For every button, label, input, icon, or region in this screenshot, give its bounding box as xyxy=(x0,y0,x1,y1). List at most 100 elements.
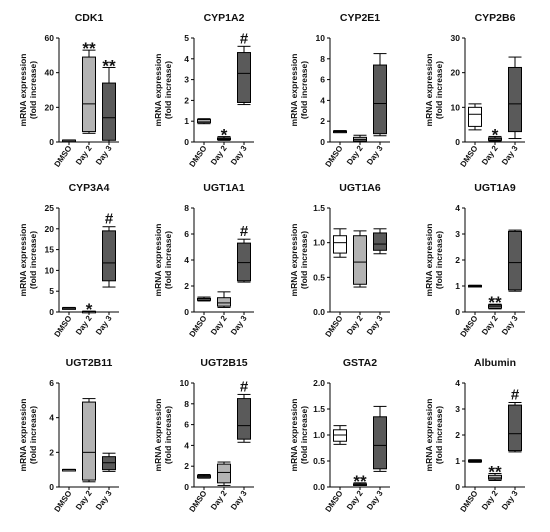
y-tick-label: 2 xyxy=(455,430,460,440)
y-tick-label: 5 xyxy=(49,286,54,296)
y-axis-label: mRNA expression xyxy=(424,224,434,297)
y-axis-label: mRNA expression xyxy=(424,399,434,472)
y-tick-label: 0.0 xyxy=(313,307,325,317)
chart-ugt1a6: UGT1A6 mRNA expression (fold increase) 0.0 0… xyxy=(289,182,390,339)
x-tick-label: Day 3 xyxy=(500,144,520,167)
y-axis-label: mRNA expression xyxy=(289,54,299,127)
significance-mark: # xyxy=(240,378,249,395)
y-axis-label: (fold increase) xyxy=(434,406,444,464)
x-tick-label: DMSO xyxy=(459,314,480,339)
x-tick-label: DMSO xyxy=(188,489,209,514)
chart-title: UGT2B11 xyxy=(66,357,113,369)
y-tick-label: 0 xyxy=(455,307,460,317)
y-tick-label: 1.0 xyxy=(313,238,325,248)
chart-title: CYP2E1 xyxy=(340,12,380,24)
significance-mark: # xyxy=(511,387,520,404)
y-tick-label: 6 xyxy=(49,378,54,388)
y-axis-label: mRNA expression xyxy=(18,54,28,127)
chart-title: UGT2B15 xyxy=(200,357,247,369)
y-axis-label: mRNA expression xyxy=(289,399,299,472)
y-tick-label: 0 xyxy=(455,482,460,492)
x-tick-label: Day 2 xyxy=(345,314,365,337)
y-tick-label: 4 xyxy=(455,378,460,388)
chart-cyp1a2: CYP1A2 mRNA expression (fold increase) 0 1 2 3… xyxy=(153,12,254,169)
chart-cdk1: CDK1 mRNA expression (fold increase) 0 20 40 6… xyxy=(18,12,119,169)
y-tick-label: 0.5 xyxy=(313,272,325,282)
y-tick-label: 3 xyxy=(184,75,189,85)
y-tick-label: 0.5 xyxy=(313,456,325,466)
y-tick-label: 8 xyxy=(184,203,189,213)
y-tick-label: 3 xyxy=(455,229,460,239)
box xyxy=(82,56,96,133)
y-axis-label: (fold increase) xyxy=(163,406,173,464)
y-tick-label: 10 xyxy=(316,33,326,43)
box xyxy=(333,429,347,442)
chart-title: CYP1A2 xyxy=(204,12,245,24)
box xyxy=(508,230,522,291)
box xyxy=(353,235,367,285)
y-axis-label: (fold increase) xyxy=(163,61,173,119)
significance-mark: ** xyxy=(82,39,96,58)
y-tick-label: 2 xyxy=(184,95,189,105)
chart-title: GSTA2 xyxy=(343,357,377,369)
chart-ugt1a1: UGT1A1 mRNA expression (fold increase) 0 2 4 6… xyxy=(153,182,254,339)
y-tick-label: 2.0 xyxy=(313,378,325,388)
box xyxy=(488,474,502,480)
y-axis-label: mRNA expression xyxy=(424,54,434,127)
y-tick-label: 1 xyxy=(184,116,189,126)
x-tick-label: DMSO xyxy=(188,314,209,339)
y-tick-label: 0 xyxy=(184,307,189,317)
x-tick-label: Day 3 xyxy=(229,489,249,512)
x-tick-label: Day 3 xyxy=(94,489,114,512)
y-axis-label: (fold increase) xyxy=(28,231,38,289)
significance-mark: # xyxy=(240,223,249,240)
chart-ugt2b11: UGT2B11 mRNA expression (fold increase) 0 2 4… xyxy=(18,357,119,514)
x-tick-label: DMSO xyxy=(188,144,209,169)
y-tick-label: 4 xyxy=(49,413,54,423)
box xyxy=(373,416,387,470)
y-tick-label: 2 xyxy=(49,447,54,457)
y-tick-label: 20 xyxy=(45,224,55,234)
y-tick-label: 0.0 xyxy=(313,482,325,492)
x-tick-label: Day 3 xyxy=(229,314,249,337)
box xyxy=(237,242,251,282)
y-tick-label: 60 xyxy=(45,33,55,43)
y-tick-label: 1 xyxy=(455,456,460,466)
y-tick-label: 0 xyxy=(184,137,189,147)
y-axis-label: mRNA expression xyxy=(18,399,28,472)
y-axis-label: (fold increase) xyxy=(434,231,444,289)
y-axis-label: (fold increase) xyxy=(163,231,173,289)
chart-title: CYP2B6 xyxy=(475,12,516,24)
y-axis-label: mRNA expression xyxy=(153,224,163,297)
y-tick-label: 0 xyxy=(320,137,325,147)
significance-mark: ** xyxy=(488,293,502,312)
y-axis-label: (fold increase) xyxy=(299,231,309,289)
y-axis-label: (fold increase) xyxy=(299,406,309,464)
x-tick-label: Day 3 xyxy=(94,144,114,167)
x-tick-label: Day 3 xyxy=(229,144,249,167)
chart-title: Albumin xyxy=(474,357,516,369)
x-tick-label: Day 2 xyxy=(480,144,500,167)
significance-mark: * xyxy=(221,126,228,145)
chart-albumin: Albumin mRNA expression (fold increase) 0 1 2… xyxy=(424,357,525,514)
box xyxy=(237,398,251,440)
significance-mark: # xyxy=(105,211,114,228)
x-tick-label: DMSO xyxy=(324,314,345,339)
x-tick-label: Day 3 xyxy=(500,489,520,512)
box xyxy=(333,235,347,254)
y-tick-label: 6 xyxy=(184,229,189,239)
y-tick-label: 2 xyxy=(184,281,189,291)
y-tick-label: 30 xyxy=(451,33,461,43)
y-tick-label: 6 xyxy=(320,75,325,85)
x-tick-label: Day 2 xyxy=(345,144,365,167)
y-tick-label: 8 xyxy=(184,399,189,409)
y-tick-label: 10 xyxy=(45,265,55,275)
x-tick-label: DMSO xyxy=(459,489,480,514)
y-axis-label: (fold increase) xyxy=(434,61,444,119)
chart-cyp3a4: CYP3A4 mRNA expression (fold increase) 0 5 10… xyxy=(18,182,119,339)
y-tick-label: 40 xyxy=(45,68,55,78)
y-tick-label: 10 xyxy=(451,102,461,112)
box xyxy=(82,401,96,481)
x-tick-label: Day 2 xyxy=(74,489,94,512)
